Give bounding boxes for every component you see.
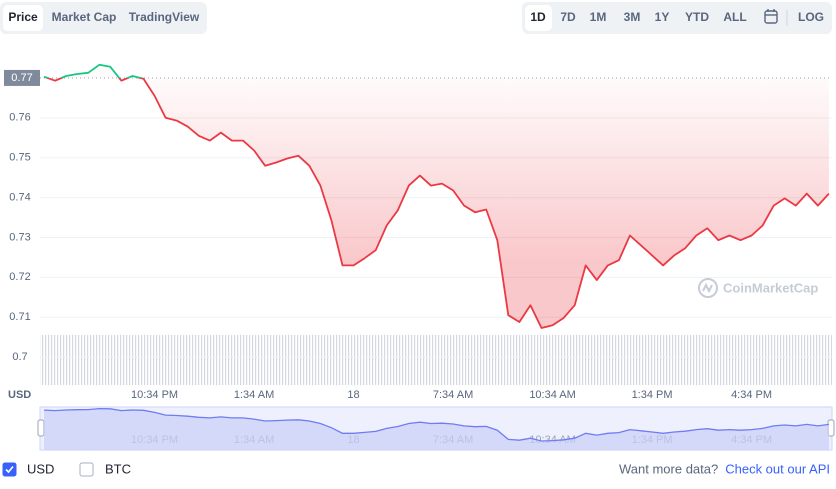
log-button[interactable]: LOG	[798, 10, 824, 24]
x-tick-label: 1:34 PM	[632, 389, 673, 401]
range-button[interactable]: 1D	[530, 10, 546, 24]
y-axis-label: USD	[8, 389, 31, 401]
x-tick-label: 4:34 PM	[731, 389, 772, 401]
footer-link[interactable]: Check out our API	[725, 461, 830, 476]
baseline-label-bg	[4, 69, 40, 86]
active-tab-bg	[3, 5, 43, 31]
y-tick-label: 0.71	[9, 311, 30, 323]
checkbox[interactable]	[79, 462, 94, 477]
x-tick-label: 18	[347, 389, 359, 401]
volume-bars	[40, 335, 832, 385]
y-tick-label: 0.73	[9, 231, 30, 243]
watermark: CoinMarketCap	[723, 280, 818, 295]
calendar-icon[interactable]	[764, 9, 778, 24]
y-tick-label: 0.7	[12, 351, 27, 363]
range-group	[522, 2, 832, 34]
navigator-handle[interactable]	[37, 419, 45, 437]
baseline-label: 0.77	[11, 72, 32, 84]
watermark-logo	[698, 278, 718, 298]
range-button[interactable]: 1Y	[655, 10, 670, 24]
y-tick-label: 0.74	[9, 191, 30, 203]
price-line	[43, 63, 830, 329]
range-button[interactable]: 3M	[624, 10, 641, 24]
tab-group	[0, 2, 207, 34]
toggle-label: USD	[27, 461, 54, 476]
price-area	[44, 64, 829, 329]
x-tick-label: 7:34 AM	[433, 389, 473, 401]
tab[interactable]: TradingView	[129, 10, 200, 24]
navigator-area	[44, 408, 829, 450]
y-tick-label: 0.76	[9, 112, 30, 124]
tab[interactable]: Market Cap	[52, 10, 117, 24]
active-range-bg	[525, 5, 552, 31]
tab[interactable]: Price	[8, 10, 38, 24]
range-button[interactable]: YTD	[685, 10, 709, 24]
x-tick-label: 10:34 PM	[131, 389, 178, 401]
x-tick-label: 1:34 AM	[234, 389, 274, 401]
range-button[interactable]: 1M	[590, 10, 607, 24]
toggle-label: BTC	[105, 461, 131, 476]
y-tick-label: 0.75	[9, 152, 30, 164]
navigator-line	[43, 407, 829, 442]
y-tick-label: 0.72	[9, 271, 30, 283]
x-tick-label: 10:34 AM	[529, 389, 575, 401]
checkbox[interactable]	[2, 462, 17, 477]
range-button[interactable]: ALL	[723, 10, 746, 24]
footer-text: Want more data?	[619, 461, 718, 476]
range-button[interactable]: 7D	[560, 10, 576, 24]
checkmark	[5, 465, 14, 474]
